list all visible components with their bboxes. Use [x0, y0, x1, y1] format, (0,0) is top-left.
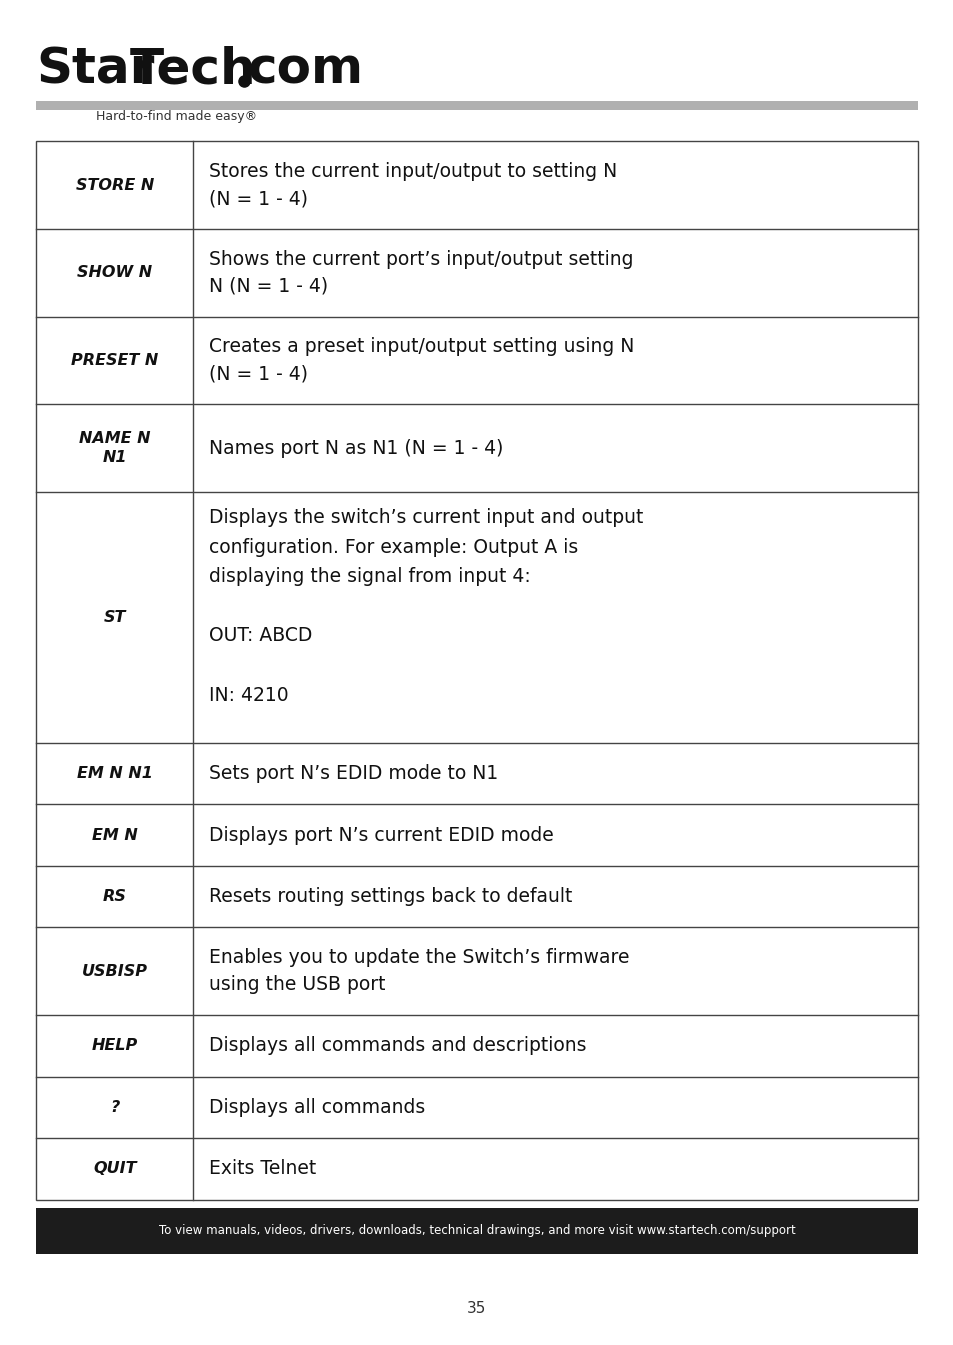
- Bar: [36, 101, 917, 110]
- Text: Exits Telnet: Exits Telnet: [209, 1159, 316, 1178]
- Text: QUIT: QUIT: [92, 1162, 136, 1177]
- Text: ?: ?: [110, 1100, 119, 1115]
- Text: ST: ST: [104, 609, 126, 625]
- Text: Resets routing settings back to default: Resets routing settings back to default: [209, 888, 572, 907]
- Text: Displays all commands and descriptions: Displays all commands and descriptions: [209, 1037, 586, 1056]
- Text: STORE N: STORE N: [75, 178, 153, 192]
- Text: displaying the signal from input 4:: displaying the signal from input 4:: [209, 568, 531, 586]
- Text: USBISP: USBISP: [82, 964, 148, 979]
- Text: NAME N
N1: NAME N N1: [79, 430, 151, 465]
- Text: Sets port N’s EDID mode to N1: Sets port N’s EDID mode to N1: [209, 764, 498, 783]
- Text: com: com: [248, 46, 364, 94]
- Text: PRESET N: PRESET N: [71, 352, 158, 369]
- Text: Stores the current input/output to setting N
(N = 1 - 4): Stores the current input/output to setti…: [209, 161, 617, 208]
- Text: Creates a preset input/output setting using N
(N = 1 - 4): Creates a preset input/output setting us…: [209, 338, 634, 383]
- Text: IN: 4210: IN: 4210: [209, 686, 289, 705]
- Text: Displays all commands: Displays all commands: [209, 1098, 425, 1116]
- Text: RS: RS: [103, 889, 127, 904]
- Text: 35: 35: [467, 1301, 486, 1317]
- Text: Hard-to-find made easy®: Hard-to-find made easy®: [96, 110, 257, 124]
- Text: Tech: Tech: [130, 46, 256, 94]
- Text: Star: Star: [36, 46, 154, 94]
- Bar: [36, 1208, 917, 1254]
- Text: OUT: ABCD: OUT: ABCD: [209, 627, 313, 646]
- Text: HELP: HELP: [91, 1038, 137, 1053]
- Text: SHOW N: SHOW N: [77, 265, 152, 280]
- Text: Enables you to update the Switch’s firmware
using the USB port: Enables you to update the Switch’s firmw…: [209, 948, 629, 994]
- Text: Displays the switch’s current input and output: Displays the switch’s current input and …: [209, 508, 643, 527]
- Text: To view manuals, videos, drivers, downloads, technical drawings, and more visit : To view manuals, videos, drivers, downlo…: [158, 1224, 795, 1237]
- Text: EM N: EM N: [91, 827, 137, 842]
- Text: Shows the current port’s input/output setting
N (N = 1 - 4): Shows the current port’s input/output se…: [209, 250, 633, 296]
- Bar: [36, 141, 917, 1200]
- Text: EM N N1: EM N N1: [76, 767, 152, 781]
- Text: Names port N as N1 (N = 1 - 4): Names port N as N1 (N = 1 - 4): [209, 438, 503, 457]
- Text: Displays port N’s current EDID mode: Displays port N’s current EDID mode: [209, 826, 554, 845]
- Text: configuration. For example: Output A is: configuration. For example: Output A is: [209, 538, 578, 557]
